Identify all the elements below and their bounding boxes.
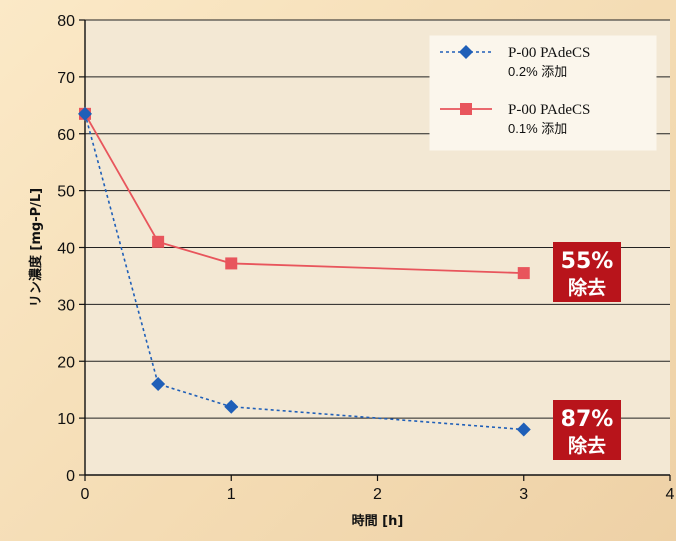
legend-sublabel: 0.2% 添加 (508, 64, 567, 79)
y-tick-label: 40 (57, 241, 75, 258)
badge-percent: 87% (561, 407, 614, 432)
legend-marker (460, 103, 472, 115)
y-tick-label: 60 (57, 127, 75, 144)
y-tick-label: 80 (57, 13, 75, 30)
badge-background (553, 242, 621, 302)
legend-marker (459, 45, 473, 59)
data-point (517, 267, 530, 280)
y-axis-label: リン濃度 [mg-P/L] (28, 188, 44, 307)
data-point (224, 399, 239, 414)
x-tick-label: 0 (81, 486, 90, 503)
y-tick-label: 10 (57, 411, 75, 428)
data-point (516, 422, 531, 437)
series-1 (78, 106, 531, 437)
x-tick-label: 2 (373, 486, 382, 503)
x-axis-label: 時間 [h] (352, 513, 404, 529)
legend: P-00 PAdeCS 0.2% 添加 P-00 PAdeCS 0.1% 添加 (429, 35, 657, 151)
y-tick-label: 30 (57, 297, 75, 314)
data-point (152, 235, 165, 248)
legend-sublabel: 0.1% 添加 (508, 121, 567, 136)
legend-label: P-00 PAdeCS (508, 102, 590, 118)
badge-background (553, 400, 621, 460)
legend-label: P-00 PAdeCS (508, 45, 590, 61)
series-line (84, 113, 524, 431)
y-tick-label: 70 (57, 70, 75, 87)
badge-label: 除去 (568, 434, 606, 457)
y-tick-label: 20 (57, 354, 75, 371)
badge-label: 除去 (568, 276, 606, 299)
x-tick-label: 4 (666, 486, 675, 503)
x-tick-label: 1 (227, 486, 236, 503)
badge-percent: 55% (561, 249, 614, 274)
y-tick-label: 50 (57, 184, 75, 201)
series-line (84, 113, 524, 274)
y-tick-label: 0 (66, 468, 75, 485)
data-point (78, 106, 92, 121)
x-tick-label: 3 (519, 486, 528, 503)
data-point (225, 257, 238, 270)
removal-badge: 87%除去 (553, 400, 621, 460)
data-point (151, 377, 166, 391)
removal-badge: 55%除去 (553, 242, 621, 302)
